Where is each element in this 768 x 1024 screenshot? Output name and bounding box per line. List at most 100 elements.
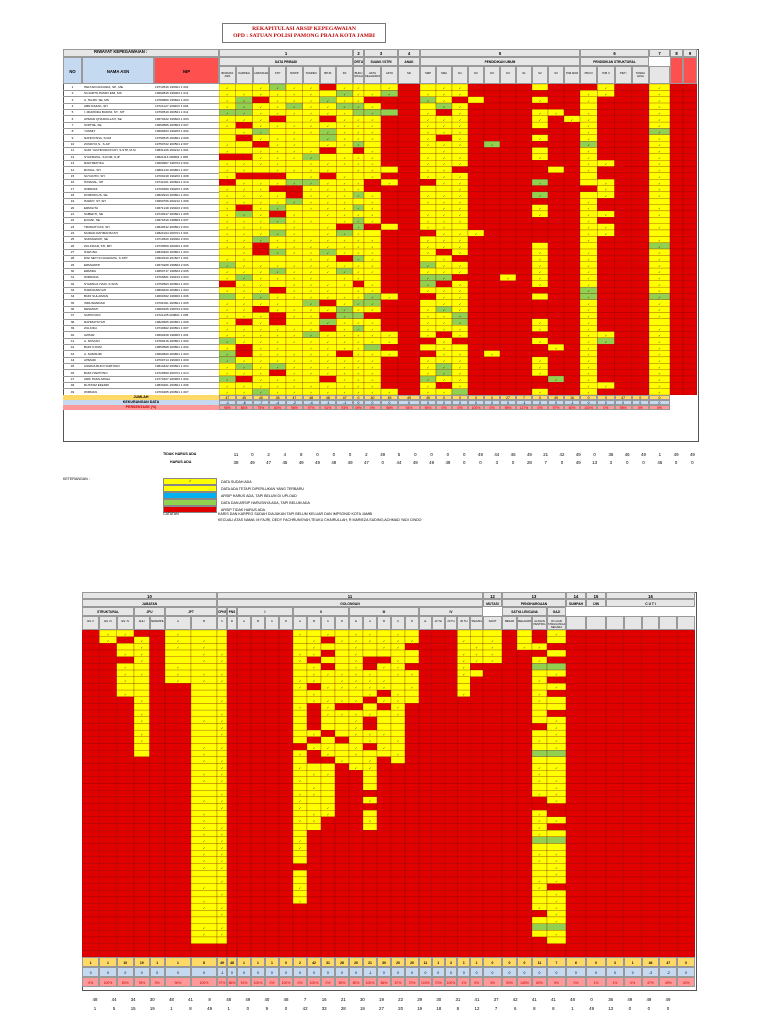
employee-name: ZULKIFLI	[84, 326, 98, 331]
check-mark: ✓	[605, 340, 608, 344]
status-cell	[623, 930, 642, 938]
check-mark: ✓	[310, 296, 313, 300]
top-sub-header: KARPEG	[235, 66, 253, 84]
check-mark: ✓	[327, 162, 330, 166]
status-cell	[334, 863, 350, 871]
check-mark: ✓	[243, 359, 246, 363]
status-cell	[444, 883, 458, 891]
status-cell	[363, 84, 382, 91]
status-cell	[264, 890, 280, 898]
bottom-footer-value: 13	[608, 1006, 614, 1011]
status-cell	[501, 823, 518, 831]
status-cell	[659, 669, 678, 677]
check-mark: ✓	[243, 391, 246, 395]
status-cell	[585, 709, 607, 717]
status-cell	[482, 783, 503, 791]
status-cell	[216, 630, 228, 637]
check-mark: ✓	[343, 296, 346, 300]
employee-name: WIRDANA	[84, 275, 99, 280]
status-cell	[116, 930, 135, 938]
check-mark: ✓	[658, 213, 661, 217]
tidak-harus-value: 1	[658, 452, 662, 457]
bottom-footer-value: 1	[93, 1006, 97, 1011]
bottom-footer-value: 49	[646, 997, 652, 1002]
status-cell	[516, 803, 533, 811]
status-cell	[565, 723, 587, 731]
check-mark: ✓	[658, 340, 661, 344]
check-mark: ✓	[310, 169, 313, 173]
check-mark: ✓	[260, 226, 263, 230]
status-cell	[250, 816, 266, 824]
check-mark: ✓	[459, 118, 462, 122]
check-mark: ✓	[293, 137, 296, 141]
status-cell	[515, 102, 533, 110]
check-mark: ✓	[203, 846, 206, 850]
bottom-summary-cell: 0	[251, 967, 265, 977]
top-summary-cell: 0	[436, 400, 452, 405]
status-cell	[677, 810, 695, 817]
status-cell	[444, 649, 458, 657]
status-cell	[444, 716, 458, 724]
status-cell	[659, 863, 678, 871]
status-cell	[677, 676, 695, 684]
status-cell	[390, 883, 406, 891]
status-cell	[499, 286, 517, 294]
status-cell	[363, 140, 382, 148]
check-mark: ✓	[293, 86, 296, 90]
bottom-summary-cell: 0%	[470, 977, 483, 987]
check-mark: ✓	[539, 340, 542, 344]
status-cell	[467, 96, 485, 104]
status-cell	[292, 943, 308, 951]
status-cell	[501, 643, 518, 651]
status-cell	[565, 903, 587, 911]
top-summary-cell: 98%	[286, 405, 303, 410]
status-cell	[614, 242, 632, 250]
status-cell	[404, 696, 420, 704]
status-cell	[133, 689, 150, 697]
check-mark: ✓	[293, 111, 296, 115]
bottom-sub-header: D	[279, 616, 293, 630]
status-cell	[470, 689, 484, 697]
status-cell	[376, 669, 392, 677]
status-cell	[348, 756, 364, 764]
status-cell	[499, 382, 517, 389]
status-cell	[470, 843, 484, 851]
status-cell	[404, 863, 420, 871]
status-cell	[470, 770, 484, 777]
status-cell	[397, 191, 421, 199]
employee-name: SOPHIE, SE	[84, 123, 102, 128]
bottom-sub-header	[566, 616, 586, 630]
status-cell	[390, 903, 406, 911]
status-cell	[499, 210, 517, 218]
check-mark: ✓	[539, 283, 542, 287]
status-cell	[470, 663, 484, 671]
status-cell	[641, 716, 660, 724]
status-cell	[348, 870, 364, 878]
employee-nip: 19721127 199203 1 004	[155, 104, 189, 109]
check-mark: ✓	[327, 245, 330, 249]
check-mark: ✓	[327, 334, 330, 338]
check-mark: ✓	[203, 772, 206, 776]
status-cell	[470, 723, 484, 731]
check-mark: ✓	[443, 327, 446, 331]
status-cell	[190, 783, 218, 791]
status-cell	[363, 229, 382, 237]
status-cell	[467, 84, 485, 91]
status-cell	[149, 890, 166, 898]
check-mark: ✓	[203, 652, 206, 656]
status-cell	[226, 816, 238, 824]
check-mark: ✓	[388, 86, 391, 90]
status-cell	[404, 763, 420, 771]
check-mark: ✓	[357, 296, 360, 300]
status-cell	[133, 870, 150, 878]
status-cell	[320, 930, 336, 938]
status-cell	[376, 749, 392, 757]
status-cell	[467, 191, 485, 199]
status-cell	[546, 703, 567, 711]
status-cell	[348, 810, 364, 817]
status-cell	[334, 743, 350, 751]
status-cell	[269, 286, 287, 294]
status-cell	[467, 375, 485, 383]
status-cell	[278, 943, 294, 951]
status-cell	[531, 331, 549, 339]
